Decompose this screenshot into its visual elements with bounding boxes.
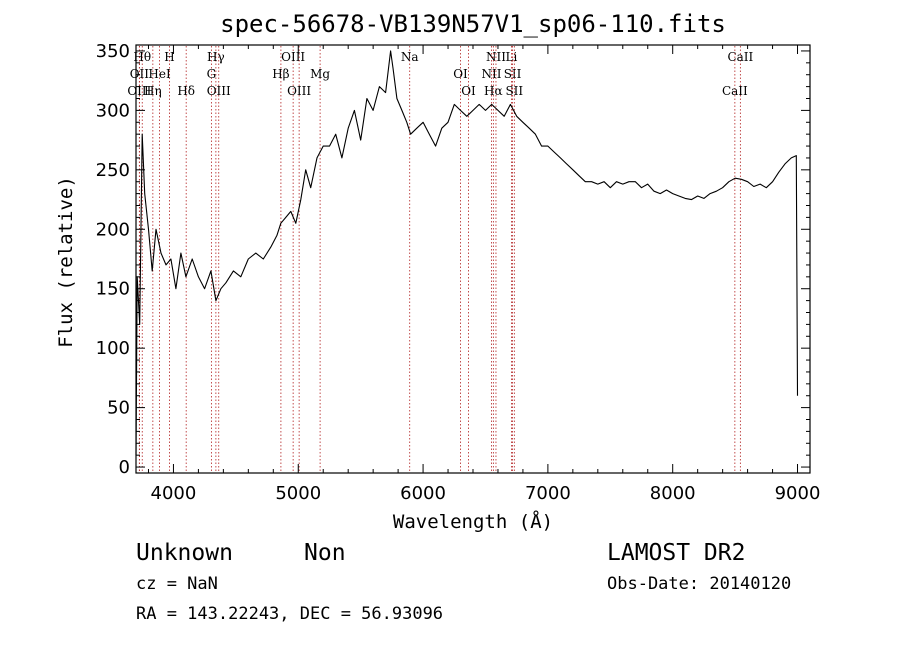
marker-label-12: Mg — [310, 67, 330, 81]
marker-label-2: Hγ — [207, 50, 225, 64]
chart-title: spec-56678-VB139N57V1_sp06-110.fits — [220, 10, 726, 38]
marker-label-9: HeI — [148, 67, 171, 81]
marker-label-1: H — [164, 50, 174, 64]
marker-label-15: SII — [504, 67, 522, 81]
marker-label-21: OI — [461, 84, 476, 98]
marker-label-19: OIII — [207, 84, 231, 98]
marker-label-0: Hθ — [133, 50, 151, 64]
x-tick-label-3: 7000 — [525, 483, 571, 504]
redshift-cz: cz = NaN — [136, 574, 218, 594]
marker-label-17: Hη — [144, 84, 162, 98]
marker-label-20: OIII — [287, 84, 311, 98]
y-tick-label-0: 0 — [119, 457, 130, 478]
spectrum-line-0 — [135, 50, 799, 456]
object-subclass: Non — [304, 540, 346, 566]
marker-label-6: Li — [506, 50, 518, 64]
y-axis-ticks: 0 50 100 150 200 250 300 350 — [96, 41, 810, 478]
y-tick-label-1: 50 — [107, 398, 130, 419]
y-tick-label-2: 100 — [96, 338, 130, 359]
marker-label-10: G — [207, 67, 217, 81]
marker-label-22: Hα — [484, 84, 503, 98]
x-axis-ticks: 4000 5000 6000 7000 8000 9000 — [147, 45, 821, 504]
x-tick-label-5: 9000 — [775, 483, 821, 504]
marker-label-16: OIII — [127, 84, 151, 98]
marker-label-11: Hβ — [272, 67, 289, 81]
y-tick-label-6: 300 — [96, 100, 130, 121]
y-tick-label-7: 350 — [96, 41, 130, 62]
object-class: Unknown — [136, 540, 233, 566]
y-axis-label: Flux (relative) — [55, 176, 77, 348]
x-tick-label-0: 4000 — [151, 483, 197, 504]
spectrum-series — [135, 50, 799, 456]
marker-label-5: NII — [486, 50, 506, 64]
x-tick-label-2: 6000 — [400, 483, 446, 504]
coordinates: RA = 143.22243, DEC = 56.93096 — [136, 604, 443, 624]
marker-label-13: OI — [453, 67, 468, 81]
x-tick-label-4: 8000 — [650, 483, 696, 504]
survey-name: LAMOST DR2 — [607, 540, 745, 566]
marker-label-4: Na — [401, 50, 419, 64]
marker-label-18: Hδ — [177, 84, 195, 98]
marker-label-23: SII — [505, 84, 523, 98]
x-tick-label-1: 5000 — [275, 483, 321, 504]
y-tick-label-3: 150 — [96, 279, 130, 300]
observation-date: Obs-Date: 20140120 — [607, 574, 791, 594]
marker-label-3: OIII — [281, 50, 305, 64]
marker-label-14: NII — [481, 67, 501, 81]
y-tick-label-4: 200 — [96, 219, 130, 240]
y-tick-label-5: 250 — [96, 160, 130, 181]
x-axis-label: Wavelength (Å) — [393, 510, 553, 533]
marker-label-24: CaII — [722, 84, 748, 98]
marker-label-7: CaII — [727, 50, 753, 64]
